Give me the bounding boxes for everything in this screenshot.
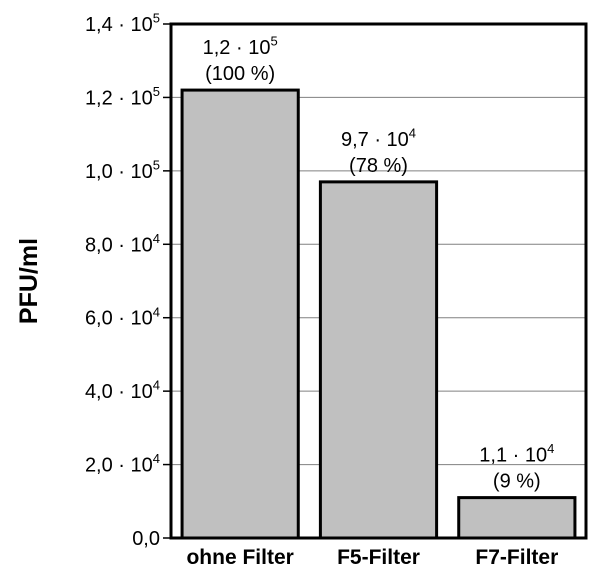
- bar: [318, 180, 439, 540]
- y-tick-label: 8,0 · 104: [85, 231, 160, 256]
- y-tick-label: 1,2 · 105: [85, 84, 160, 109]
- y-axis-label: PFU/ml: [15, 238, 43, 324]
- y-tick-label: 1,0 · 105: [85, 157, 160, 182]
- bars: [180, 88, 577, 540]
- x-tick-label: ohne Filter: [186, 546, 293, 564]
- data-label-percent: (9 %): [493, 471, 541, 493]
- x-tick-label: F5-Filter: [337, 546, 420, 564]
- y-tick-label: 4,0 · 104: [85, 378, 160, 403]
- y-axis-ticks: 0,0 2,0 · 104 4,0 · 104 6,0 · 104 8,0 · 104 1…: [85, 11, 171, 550]
- y-tick-label: 6,0 · 104: [85, 304, 160, 329]
- y-tick-label: 0,0: [132, 528, 160, 550]
- x-axis-ticks: ohne Filter F5-Filter F7-Filter: [186, 546, 558, 564]
- plot-frame: [169, 22, 588, 540]
- y-tick-label: 2,0 · 104: [85, 451, 160, 476]
- y-tick-label: 1,4 · 105: [85, 11, 160, 36]
- data-label-value: 9,7 · 104: [341, 125, 416, 150]
- data-label-percent: (78 %): [349, 155, 408, 177]
- data-label-value: 1,2 · 105: [203, 34, 278, 59]
- x-tick-label: F7-Filter: [475, 546, 558, 564]
- bar: [180, 88, 300, 540]
- data-label-value: 1,1 · 104: [479, 441, 554, 466]
- bar: [457, 496, 577, 540]
- data-labels: 1,2 · 105 (100 %) 9,7 · 104 (78 %) 1,1 · 104…: [203, 34, 555, 493]
- data-label-percent: (100 %): [205, 63, 275, 85]
